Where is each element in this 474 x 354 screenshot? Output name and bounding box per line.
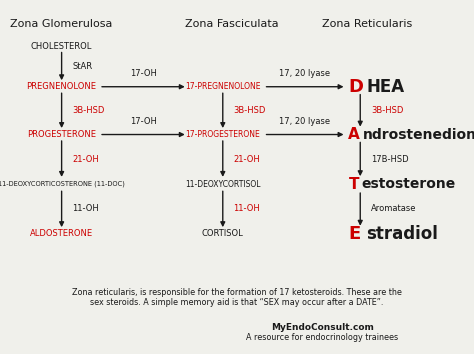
- Text: estosterone: estosterone: [362, 177, 456, 191]
- Text: Zona Glomerulosa: Zona Glomerulosa: [10, 19, 113, 29]
- Text: A: A: [348, 127, 360, 142]
- Text: ALDOSTERONE: ALDOSTERONE: [30, 229, 93, 238]
- Text: 21-OH: 21-OH: [72, 155, 99, 164]
- Text: PREGNENOLONE: PREGNENOLONE: [27, 82, 97, 91]
- Text: T: T: [348, 177, 359, 192]
- Text: 17-OH: 17-OH: [130, 117, 157, 126]
- Text: 17-OH: 17-OH: [130, 69, 157, 78]
- Text: CORTISOL: CORTISOL: [202, 229, 244, 238]
- Text: Zona Reticularis: Zona Reticularis: [322, 19, 412, 29]
- Text: Zona reticularis, is responsible for the formation of 17 ketosteroids. These are: Zona reticularis, is responsible for the…: [72, 287, 402, 297]
- Text: 11-DEOXYCORTICOSTERONE (11-DOC): 11-DEOXYCORTICOSTERONE (11-DOC): [0, 181, 125, 187]
- Text: StAR: StAR: [72, 62, 92, 71]
- Text: 3B-HSD: 3B-HSD: [72, 106, 104, 115]
- Text: ndrostenedione: ndrostenedione: [363, 127, 474, 142]
- Text: E: E: [348, 225, 361, 242]
- Text: sex steroids. A simple memory aid is that “SEX may occur after a DATE”.: sex steroids. A simple memory aid is tha…: [91, 298, 383, 307]
- Text: 3B-HSD: 3B-HSD: [371, 106, 403, 115]
- Text: CHOLESTEROL: CHOLESTEROL: [31, 41, 92, 51]
- Text: 21-OH: 21-OH: [233, 155, 260, 164]
- Text: Aromatase: Aromatase: [371, 204, 417, 213]
- Text: D: D: [348, 78, 364, 96]
- Text: PROGESTERONE: PROGESTERONE: [27, 130, 96, 139]
- Text: 17-PREGNENOLONE: 17-PREGNENOLONE: [185, 82, 261, 91]
- Text: 17, 20 lyase: 17, 20 lyase: [280, 69, 330, 78]
- Text: Zona Fasciculata: Zona Fasciculata: [185, 19, 279, 29]
- Text: 17B-HSD: 17B-HSD: [371, 155, 409, 164]
- Text: 11-DEOXYCORTISOL: 11-DEOXYCORTISOL: [185, 179, 261, 189]
- Text: A resource for endocrinology trainees: A resource for endocrinology trainees: [246, 332, 398, 342]
- Text: 17-PROGESTERONE: 17-PROGESTERONE: [185, 130, 260, 139]
- Text: 11-OH: 11-OH: [72, 204, 99, 213]
- Text: stradiol: stradiol: [366, 225, 438, 242]
- Text: HEA: HEA: [366, 78, 404, 96]
- Text: 17, 20 lyase: 17, 20 lyase: [280, 117, 330, 126]
- Text: MyEndoConsult.com: MyEndoConsult.com: [271, 323, 374, 332]
- Text: 3B-HSD: 3B-HSD: [233, 106, 265, 115]
- Text: 11-OH: 11-OH: [233, 204, 260, 213]
